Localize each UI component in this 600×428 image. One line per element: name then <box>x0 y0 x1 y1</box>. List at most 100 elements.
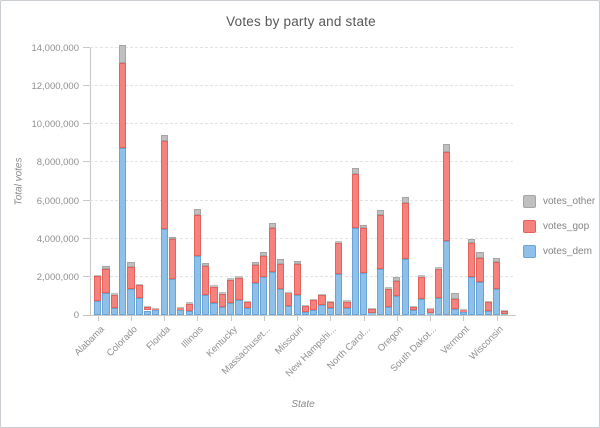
votes_dem-segment[interactable] <box>285 305 293 315</box>
bar-kansas[interactable] <box>218 48 226 315</box>
bar-wyoming[interactable] <box>501 48 509 315</box>
votes_gop-segment[interactable] <box>143 306 152 311</box>
votes_other-segment[interactable] <box>276 258 285 264</box>
votes_gop-segment[interactable] <box>376 215 384 270</box>
votes_dem-segment[interactable] <box>393 295 401 315</box>
votes_dem-segment[interactable] <box>235 300 243 315</box>
votes_gop-segment[interactable] <box>260 256 268 277</box>
bar-south-dakota[interactable] <box>426 48 434 315</box>
bar-west-virginia[interactable] <box>484 48 492 315</box>
bar-louisiana[interactable] <box>235 48 243 315</box>
bar-virginia[interactable] <box>468 48 476 315</box>
votes_gop-segment[interactable] <box>185 303 193 312</box>
votes_gop-segment[interactable] <box>251 265 260 283</box>
bar-vermont[interactable] <box>459 48 467 315</box>
votes_dem-segment[interactable] <box>110 307 118 315</box>
votes_other-segment[interactable] <box>210 285 218 288</box>
votes_dem-segment[interactable] <box>418 298 426 315</box>
votes_gop-segment[interactable] <box>293 264 301 295</box>
votes_dem-segment[interactable] <box>360 273 368 315</box>
votes_gop-segment[interactable] <box>335 243 343 275</box>
votes_gop-segment[interactable] <box>94 275 102 302</box>
votes_other-segment[interactable] <box>351 167 359 175</box>
votes_gop-segment[interactable] <box>451 299 459 310</box>
votes_gop-segment[interactable] <box>202 265 210 296</box>
bar-maine[interactable] <box>243 48 251 315</box>
votes_dem-segment[interactable] <box>177 309 185 315</box>
votes_gop-segment[interactable] <box>401 202 409 260</box>
votes_other-segment[interactable] <box>426 307 434 309</box>
votes_gop-segment[interactable] <box>351 174 359 229</box>
votes_other-segment[interactable] <box>443 143 451 152</box>
votes_gop-segment[interactable] <box>318 294 326 305</box>
votes_dem-segment[interactable] <box>202 295 210 315</box>
bar-maryland[interactable] <box>251 48 260 315</box>
bar-new-york[interactable] <box>351 48 359 315</box>
votes_gop-segment[interactable] <box>418 276 426 299</box>
bar-ohio[interactable] <box>376 48 384 315</box>
votes_dem-segment[interactable] <box>268 271 276 315</box>
votes_gop-segment[interactable] <box>168 239 177 280</box>
votes_other-segment[interactable] <box>418 274 426 277</box>
votes_other-segment[interactable] <box>152 308 160 309</box>
votes_other-segment[interactable] <box>227 278 235 281</box>
votes_dem-segment[interactable] <box>127 289 135 315</box>
votes_dem-segment[interactable] <box>152 309 160 315</box>
votes_other-segment[interactable] <box>260 251 268 257</box>
votes_other-segment[interactable] <box>301 305 310 307</box>
votes_dem-segment[interactable] <box>501 313 509 315</box>
votes_gop-segment[interactable] <box>119 62 127 149</box>
votes_gop-segment[interactable] <box>368 309 376 314</box>
votes_other-segment[interactable] <box>409 305 418 307</box>
bar-tennessee[interactable] <box>434 48 442 315</box>
votes_dem-segment[interactable] <box>368 313 376 315</box>
votes_gop-segment[interactable] <box>152 308 160 310</box>
votes_other-segment[interactable] <box>393 276 401 281</box>
votes_other-segment[interactable] <box>501 309 509 311</box>
bar-new-hampshire[interactable] <box>326 48 334 315</box>
votes_other-segment[interactable] <box>476 251 484 259</box>
votes_gop-segment[interactable] <box>276 263 285 289</box>
votes_other-segment[interactable] <box>218 292 226 295</box>
legend-item-votes_dem[interactable]: votes_dem <box>523 244 595 259</box>
votes_gop-segment[interactable] <box>384 288 393 307</box>
bar-indiana[interactable] <box>202 48 210 315</box>
votes_other-segment[interactable] <box>110 293 118 295</box>
votes_dem-segment[interactable] <box>102 292 110 315</box>
bar-hawaii[interactable] <box>177 48 185 315</box>
votes_dem-segment[interactable] <box>384 306 393 315</box>
votes_gop-segment[interactable] <box>360 228 368 274</box>
votes_dem-segment[interactable] <box>426 312 434 315</box>
bar-delaware[interactable] <box>143 48 152 315</box>
votes_gop-segment[interactable] <box>426 308 434 313</box>
bar-new-mexico[interactable] <box>343 48 351 315</box>
votes_other-segment[interactable] <box>335 241 343 244</box>
votes_gop-segment[interactable] <box>268 228 276 272</box>
votes_gop-segment[interactable] <box>443 151 451 242</box>
bar-washington[interactable] <box>476 48 484 315</box>
votes_gop-segment[interactable] <box>193 215 201 257</box>
votes_gop-segment[interactable] <box>227 280 235 303</box>
votes_dem-segment[interactable] <box>260 276 268 315</box>
votes_other-segment[interactable] <box>168 236 177 240</box>
votes_gop-segment[interactable] <box>102 268 110 293</box>
votes_other-segment[interactable] <box>160 135 168 141</box>
votes_gop-segment[interactable] <box>476 258 484 282</box>
bar-california[interactable] <box>119 44 127 315</box>
votes_other-segment[interactable] <box>326 300 334 302</box>
votes_other-segment[interactable] <box>376 210 384 216</box>
votes_other-segment[interactable] <box>434 267 442 270</box>
bar-rhode-island[interactable] <box>409 48 418 315</box>
votes_other-segment[interactable] <box>343 299 351 302</box>
votes_other-segment[interactable] <box>202 262 210 266</box>
votes_dem-segment[interactable] <box>318 304 326 315</box>
votes_dem-segment[interactable] <box>119 148 127 315</box>
votes_other-segment[interactable] <box>468 239 476 244</box>
bar-florida[interactable] <box>160 48 168 315</box>
votes_other-segment[interactable] <box>102 265 110 269</box>
bar-district-of-columbia[interactable] <box>152 48 160 315</box>
votes_gop-segment[interactable] <box>210 287 218 303</box>
votes_gop-segment[interactable] <box>484 302 492 312</box>
votes_gop-segment[interactable] <box>343 301 351 308</box>
votes_gop-segment[interactable] <box>409 306 418 311</box>
